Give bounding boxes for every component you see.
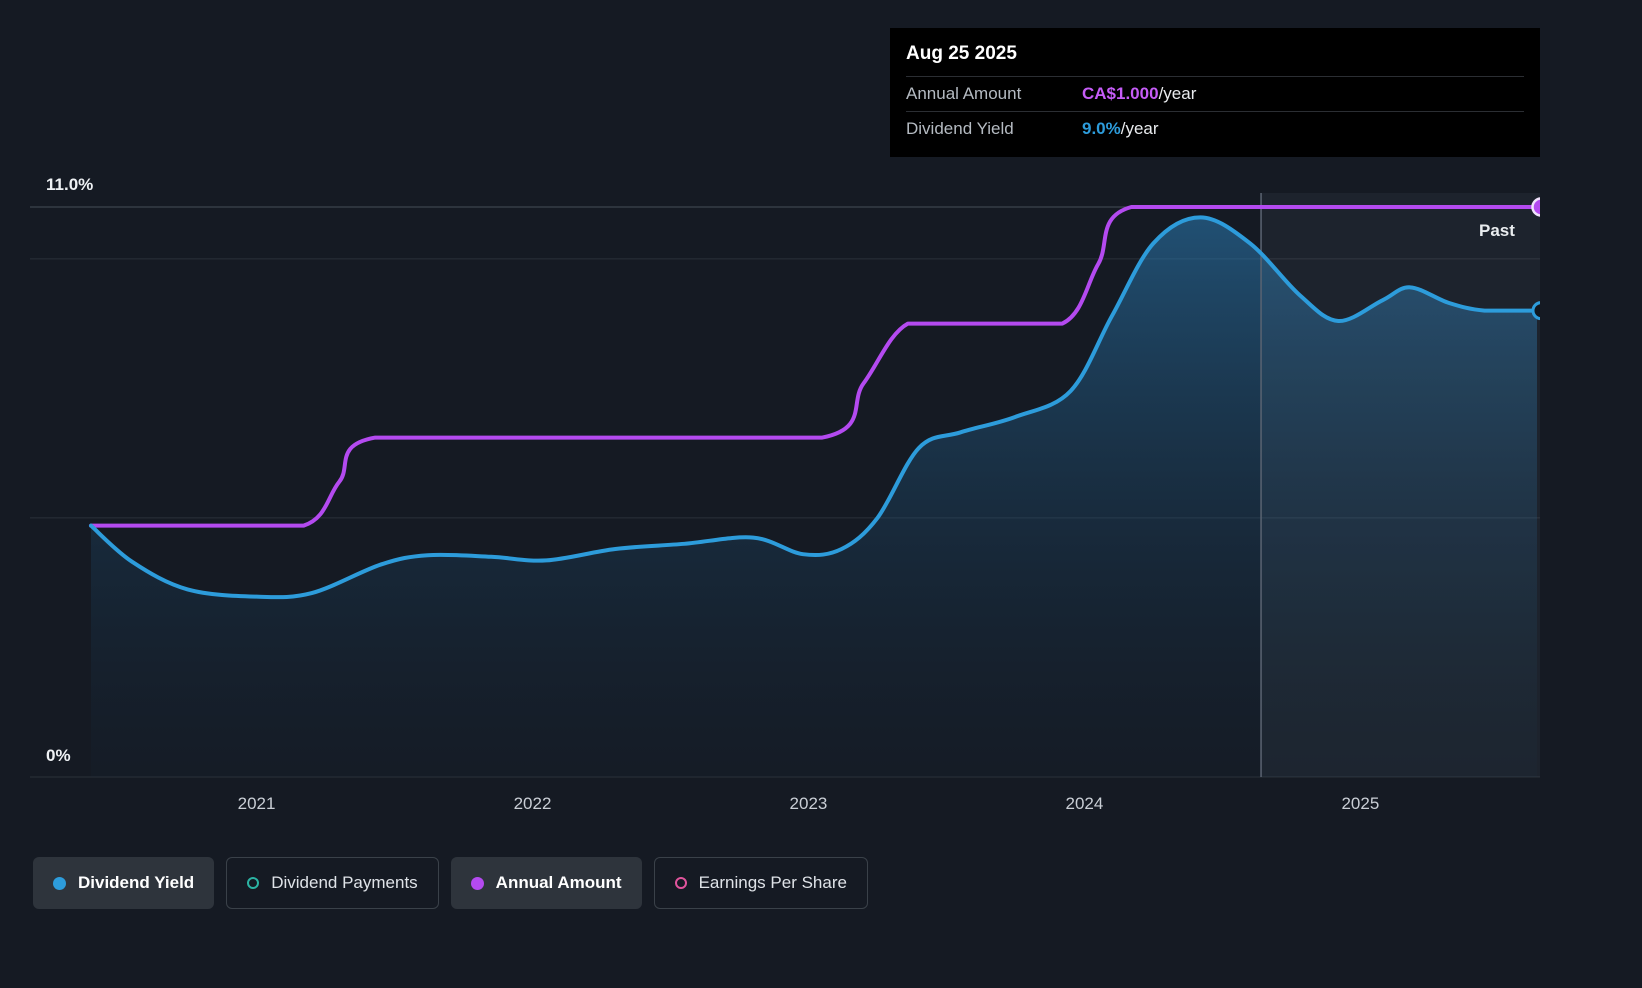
x-axis-tick: 2025 <box>1341 794 1380 813</box>
dividend-yield-end-marker <box>1531 301 1540 321</box>
annual-amount-line <box>89 205 1539 528</box>
legend-label: Annual Amount <box>495 873 622 892</box>
legend-dividend-payments[interactable]: Dividend Payments <box>226 857 439 909</box>
tooltip-date: Aug 25 2025 <box>906 43 1017 64</box>
tooltip-value-suffix: /year <box>1120 119 1159 138</box>
chart-tooltip: Aug 25 2025 Annual Amount CA$1.000 /year… <box>890 28 1540 157</box>
annual-amount-end-marker <box>1531 197 1540 217</box>
tooltip-value: CA$1.000 <box>1082 84 1159 103</box>
x-axis-tick: 2024 <box>1065 794 1104 813</box>
legend-dividend-yield[interactable]: Dividend Yield <box>33 857 215 909</box>
legend-ring-icon <box>674 877 687 889</box>
legend-dot-icon <box>53 876 66 890</box>
chart-canvas[interactable] <box>0 0 1540 830</box>
x-axis-tick: 2021 <box>237 794 276 813</box>
legend-ring-icon <box>247 877 260 889</box>
x-axis-tick: 2022 <box>513 794 552 813</box>
tooltip-row-annual-amount: Annual Amount CA$1.000 /year <box>906 76 1524 111</box>
tooltip-value: 9.0% <box>1082 119 1121 138</box>
tooltip-value-suffix: /year <box>1158 84 1197 103</box>
legend-label: Dividend Yield <box>78 873 195 892</box>
legend-label: Dividend Payments <box>271 873 418 892</box>
tooltip-label: Annual Amount <box>906 84 1022 103</box>
past-highlight-region <box>1261 193 1540 777</box>
tooltip-label: Dividend Yield <box>906 119 1014 138</box>
legend-annual-amount[interactable]: Annual Amount <box>450 857 642 909</box>
chart-legend: Dividend Yield Dividend Payments Annual Am… <box>33 857 868 909</box>
y-axis-label-min: 0% <box>46 746 71 765</box>
legend-label: Earnings Per Share <box>698 873 847 892</box>
legend-dot-icon <box>470 876 484 890</box>
y-axis-label-max: 11.0% <box>46 175 94 194</box>
x-axis-tick: 2023 <box>789 794 828 813</box>
dividend-yield-line <box>89 215 1539 600</box>
dividend-yield-area <box>91 217 1537 777</box>
legend-earnings-per-share[interactable]: Earnings Per Share <box>653 857 868 909</box>
past-label: Past <box>1479 221 1515 240</box>
tooltip-row-dividend-yield: Dividend Yield 9.0% /year <box>906 111 1524 146</box>
